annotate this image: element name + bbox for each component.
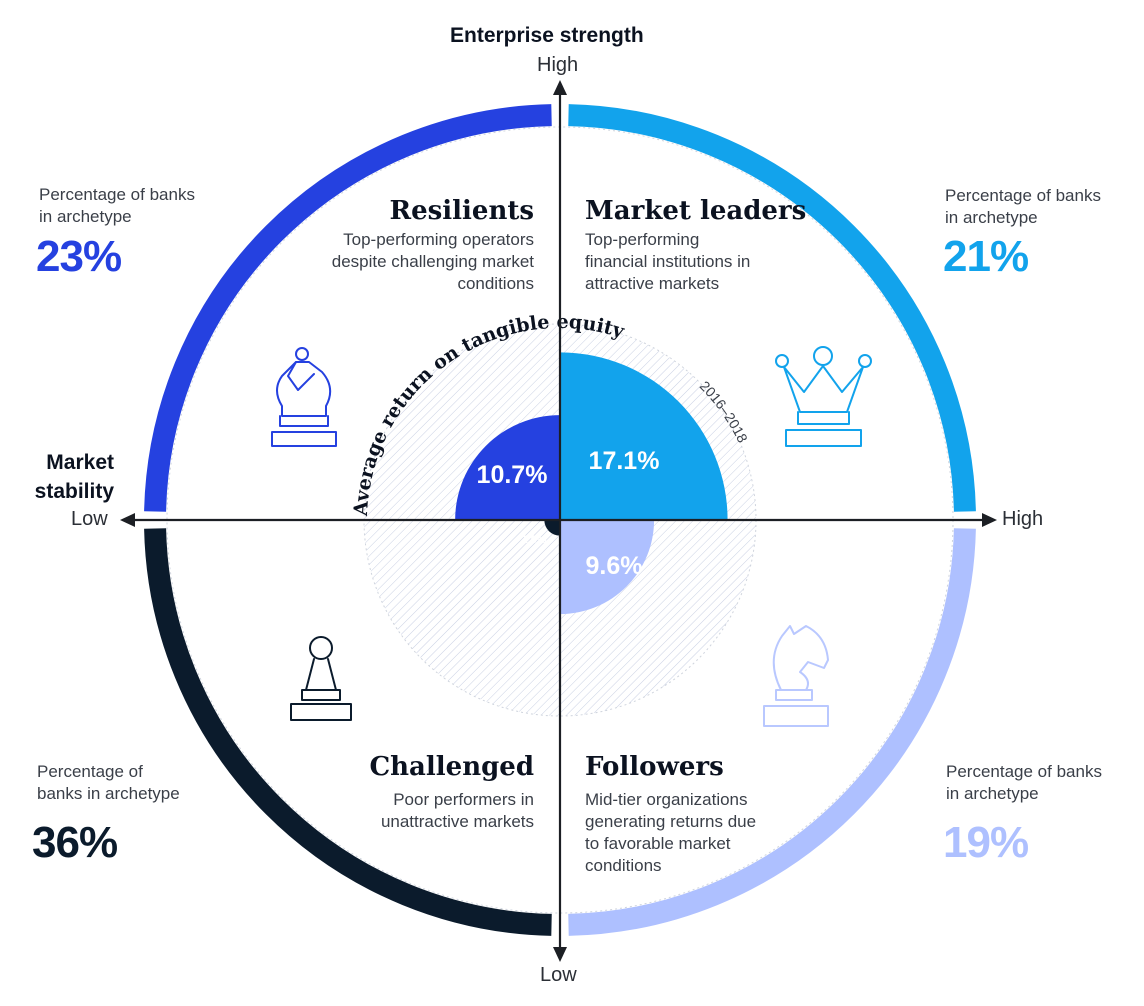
resilients-desc-line: conditions (457, 274, 534, 293)
horizontal-axis (120, 513, 997, 527)
arrow-down-icon (553, 947, 567, 962)
pct-label-line: Percentage of banks (39, 185, 195, 204)
horizontal-low-label: Low (71, 508, 108, 530)
resilients-description: Top-performing operators despite challen… (332, 229, 534, 295)
rote-label-followers: 9.6% (586, 552, 643, 580)
pct-label-line: banks in archetype (37, 784, 180, 803)
followers-pct-value: 19% (943, 818, 1029, 867)
followers-description: Mid-tier organizations generating return… (585, 789, 756, 877)
market-leaders-title: Market leaders (585, 196, 807, 226)
arrow-left-icon (120, 513, 135, 527)
market-leaders-description: Top-performing financial institutions in… (585, 229, 750, 295)
challenged-pct-value: 36% (32, 818, 118, 867)
followers-desc-line: Mid-tier organizations (585, 790, 748, 809)
rote-label-market-leaders: 17.1% (589, 447, 660, 475)
ring-arc-resilients (144, 104, 552, 512)
resilients-pct-value: 23% (36, 232, 122, 281)
ring-arc-challenged (144, 528, 552, 936)
horizontal-high-label: High (1002, 508, 1044, 530)
rote-wedge-market-leaders (560, 352, 728, 520)
challenged-pct-label: Percentage of banks in archetype (37, 761, 180, 805)
challenged-desc-line: Poor performers in (393, 790, 534, 809)
market-stability-title: Market stability (24, 448, 114, 506)
market-leaders-pct-label: Percentage of banks in archetype (945, 185, 1101, 229)
pct-label-line: in archetype (946, 784, 1039, 803)
pawn-icon (290, 636, 352, 721)
market-leaders-desc-line: attractive markets (585, 274, 720, 293)
followers-desc-line: to favorable market (585, 834, 731, 853)
rote-wedge-challenged (544, 520, 560, 536)
resilients-desc-line: Top-performing operators (343, 230, 534, 249)
followers-desc-line: conditions (585, 856, 662, 875)
rote-label-challenged: 1.6% (521, 534, 546, 546)
followers-title: Followers (585, 752, 724, 782)
followers-pct-label: Percentage of banks in archetype (946, 761, 1102, 805)
queen-icon (775, 346, 872, 447)
market-leaders-pct-value: 21% (943, 232, 1029, 281)
pct-label-line: in archetype (39, 207, 132, 226)
knight-icon (763, 625, 829, 727)
arrow-up-icon (553, 80, 567, 95)
followers-desc-line: generating returns due (585, 812, 757, 831)
resilients-desc-line: despite challenging market (331, 252, 534, 271)
rote-label-resilients: 10.7% (477, 461, 548, 489)
vertical-low-label: Low (540, 964, 577, 986)
arrow-right-icon (982, 513, 997, 527)
market-stability-title-text: Market stability (34, 451, 114, 503)
market-leaders-desc-line: Top-performing (585, 230, 700, 249)
enterprise-strength-title: Enterprise strength (450, 24, 644, 47)
challenged-desc-line: unattractive markets (380, 812, 534, 831)
pct-label-line: Percentage of banks (945, 186, 1101, 205)
ring-arc-followers (568, 528, 976, 936)
vertical-high-label: High (537, 54, 579, 76)
rote-wedge-followers (560, 520, 655, 615)
pct-label-line: in archetype (945, 208, 1038, 227)
bishop-icon (271, 347, 337, 447)
market-leaders-desc-line: financial institutions in (585, 252, 751, 271)
pct-label-line: Percentage of (37, 762, 143, 781)
resilients-pct-label: Percentage of banks in archetype (39, 184, 195, 228)
challenged-description: Poor performers in unattractive markets (381, 789, 534, 833)
rote-wedge-resilients (455, 415, 560, 520)
resilients-title: Resilients (389, 196, 534, 226)
challenged-title: Challenged (369, 752, 534, 782)
ring-arc-market-leaders (568, 104, 976, 512)
pct-label-line: Percentage of banks (946, 762, 1102, 781)
